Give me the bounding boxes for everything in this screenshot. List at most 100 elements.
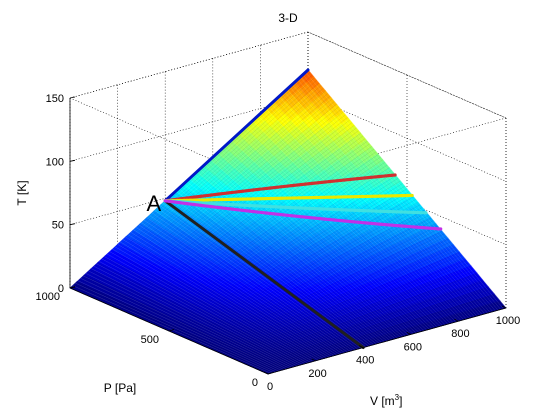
surface-mesh-line xyxy=(80,82,320,293)
surface-mesh-line xyxy=(252,289,491,368)
z-tick-label: 50 xyxy=(52,220,64,232)
surface-mesh-line xyxy=(210,238,449,350)
surface-mesh-line xyxy=(111,119,350,307)
surface-mesh-line xyxy=(181,185,380,344)
surface-mesh-line xyxy=(204,231,443,347)
surface-mesh-line xyxy=(162,202,361,349)
surface-mesh-line xyxy=(128,234,327,359)
surface-mesh-line xyxy=(291,84,491,313)
surface-mesh-line xyxy=(259,297,498,371)
surface-mesh-line xyxy=(215,244,454,352)
y-axis-label: P [Pa] xyxy=(104,381,136,395)
surface-mesh-line xyxy=(117,244,316,361)
surface-mesh-line xyxy=(155,172,394,326)
surface-mesh-line xyxy=(184,207,423,338)
z-tick xyxy=(69,223,76,226)
surface-mesh-line xyxy=(143,219,343,354)
surface-mesh xyxy=(69,69,507,375)
surface-mesh-line xyxy=(256,294,496,370)
surface-mesh-line xyxy=(233,137,433,329)
surface-mesh-line xyxy=(247,125,446,326)
x-tick xyxy=(454,318,459,322)
surface-mesh-line xyxy=(217,151,417,334)
surface-mesh-line xyxy=(262,110,462,321)
z-tick xyxy=(69,96,76,99)
surface-mesh-line xyxy=(234,268,474,360)
surface-mesh-line xyxy=(141,222,340,355)
surface-mesh-line xyxy=(122,239,321,360)
surface-mesh-line xyxy=(286,89,485,314)
surface-mesh-line xyxy=(228,260,467,357)
surface-mesh-line xyxy=(206,233,445,348)
x-axis-label-suffix: ] xyxy=(399,394,402,408)
surface-mesh-line xyxy=(99,261,298,367)
surface-mesh-line xyxy=(72,72,311,290)
surface-mesh-line xyxy=(168,188,408,332)
z-tick xyxy=(69,159,76,162)
series-line xyxy=(163,199,429,215)
surface-mesh-line xyxy=(265,108,464,320)
surface-mesh-line xyxy=(171,191,410,333)
surface-mesh-line xyxy=(223,147,422,332)
surface-mesh-line xyxy=(106,253,306,364)
surface-mesh-line xyxy=(83,275,282,371)
surface-mesh-line xyxy=(225,144,425,331)
surface-mesh-line xyxy=(231,139,430,330)
surface-mesh-line xyxy=(112,249,311,363)
surface-mesh-line xyxy=(135,148,375,317)
surface-mesh-line xyxy=(299,76,499,311)
surface-mesh-line xyxy=(124,135,364,313)
surface-mesh-line xyxy=(186,209,425,339)
surface-mesh-line xyxy=(263,302,502,373)
surface-mesh-line xyxy=(151,167,390,324)
axis-line-v xyxy=(267,307,507,375)
surface-mesh-line xyxy=(232,265,471,359)
surface-mesh-line xyxy=(281,93,480,316)
surface-mesh-line xyxy=(74,74,313,291)
surface-mesh-line xyxy=(239,132,438,328)
surface-mesh-line xyxy=(188,178,388,342)
x-axis-label-superscript: 3 xyxy=(395,393,400,402)
surface-mesh-line xyxy=(199,168,398,339)
surface-mesh-line xyxy=(101,258,300,366)
surface-mesh-line xyxy=(116,125,355,309)
surface-mesh-line xyxy=(276,98,475,317)
y-tick xyxy=(168,329,175,332)
surface-mesh-line xyxy=(245,281,485,365)
surface-mesh-line xyxy=(302,74,501,310)
surface-mesh-line xyxy=(220,149,419,333)
surface-mesh-line xyxy=(265,305,504,374)
surface-mesh-line xyxy=(83,85,322,294)
surface-mesh-line xyxy=(114,246,314,362)
surface-mesh-line xyxy=(131,143,370,315)
box-edge xyxy=(69,31,309,99)
surface-mesh-line xyxy=(202,166,401,338)
chart-title: 3-D xyxy=(278,11,298,25)
surface-mesh-line xyxy=(129,141,368,314)
surface-mesh-line xyxy=(173,193,372,346)
surface-mesh-line xyxy=(133,146,372,316)
surface-mesh-line xyxy=(212,156,411,335)
surface-mesh-line xyxy=(162,180,401,329)
surface-mesh-line xyxy=(195,220,434,343)
surface-mesh-line xyxy=(146,217,345,353)
x-tick-label: 600 xyxy=(404,341,422,353)
surface-mesh-line xyxy=(177,199,416,335)
surface-mesh-line xyxy=(212,241,452,351)
surface-mesh-line xyxy=(230,262,469,358)
surface-mesh-line xyxy=(144,159,383,321)
surface-mesh-line xyxy=(197,223,436,344)
point-a-label: A xyxy=(147,191,162,216)
surface-mesh-line xyxy=(75,282,274,373)
surface-mesh-line xyxy=(125,236,324,359)
surface-mesh-line xyxy=(223,254,463,356)
surface-mesh-line xyxy=(193,217,432,342)
surface-mesh-line xyxy=(182,204,421,337)
surface-mesh-line xyxy=(159,205,358,350)
surface-mesh-line xyxy=(284,91,483,315)
surface-mesh-line xyxy=(241,130,441,327)
surface-mesh-line xyxy=(154,210,353,351)
surface-mesh-line xyxy=(157,207,356,350)
